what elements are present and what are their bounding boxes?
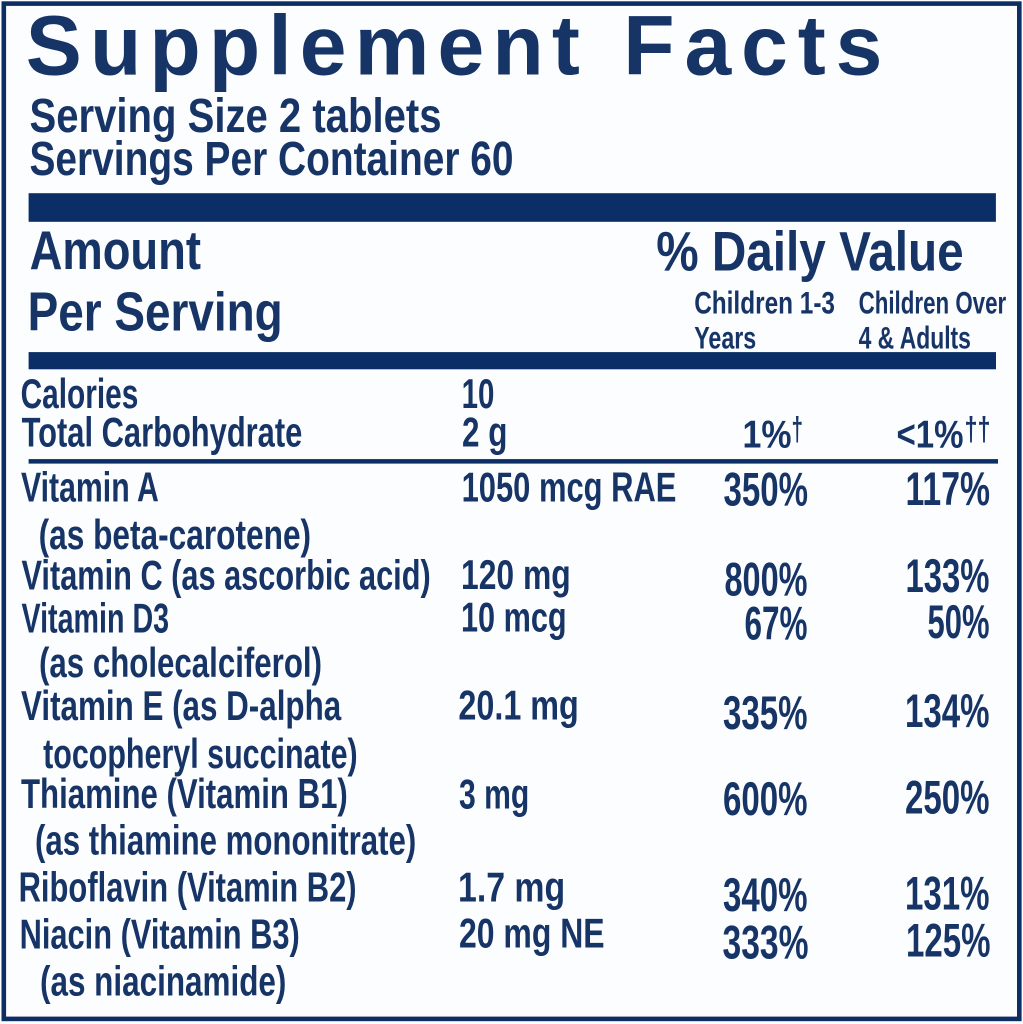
svg-text:1%: 1% <box>743 413 792 456</box>
svg-text:20.1 mg: 20.1 mg <box>458 682 578 729</box>
svg-text:Servings Per Container 60: Servings Per Container 60 <box>30 132 514 186</box>
svg-text:10: 10 <box>462 370 495 417</box>
svg-text:Per Serving: Per Serving <box>28 280 283 342</box>
svg-text:67%: 67% <box>745 597 808 650</box>
svg-text:2 g: 2 g <box>462 409 507 456</box>
svg-text:Serving Size 2 tablets: Serving Size 2 tablets <box>30 89 442 143</box>
svg-text:134%: 134% <box>905 684 990 737</box>
svg-text:Calories: Calories <box>21 370 139 417</box>
svg-text:250%: 250% <box>905 770 990 823</box>
svg-text:600%: 600% <box>723 772 808 825</box>
svg-text:Thiamine (Vitamin B1): Thiamine (Vitamin B1) <box>21 770 348 817</box>
svg-text:Total Carbohydrate: Total Carbohydrate <box>22 409 303 456</box>
svg-text:<1%: <1% <box>897 413 964 456</box>
svg-text:(as niacinamide): (as niacinamide) <box>40 958 286 1005</box>
svg-text:Supplement: Supplement <box>26 0 580 93</box>
svg-text:Children Over: Children Over <box>859 285 1007 321</box>
svg-text:(as beta-carotene): (as beta-carotene) <box>39 511 312 558</box>
svg-text:Amount: Amount <box>30 219 201 281</box>
svg-text:Facts: Facts <box>623 0 882 93</box>
svg-text:800%: 800% <box>725 553 808 606</box>
svg-text:10 mcg: 10 mcg <box>461 594 567 641</box>
svg-text:50%: 50% <box>928 595 990 648</box>
svg-text:Niacin (Vitamin B3): Niacin (Vitamin B3) <box>20 911 300 958</box>
svg-text:Vitamin D3: Vitamin D3 <box>22 594 170 641</box>
svg-text:†: † <box>792 410 804 447</box>
svg-text:3 mg: 3 mg <box>459 771 529 818</box>
svg-text:350%: 350% <box>724 463 809 516</box>
svg-text:tocopheryl succinate): tocopheryl succinate) <box>43 730 358 777</box>
svg-text:20 mg NE: 20 mg NE <box>459 910 605 957</box>
svg-text:1050 mcg RAE: 1050 mcg RAE <box>462 463 677 510</box>
svg-text:333%: 333% <box>723 915 809 968</box>
svg-text:Riboflavin (Vitamin B2): Riboflavin (Vitamin B2) <box>19 864 357 911</box>
svg-text:% Daily Value: % Daily Value <box>656 220 964 283</box>
svg-text:(as cholecalciferol): (as cholecalciferol) <box>39 639 322 686</box>
svg-text:4 & Adults: 4 & Adults <box>859 320 971 356</box>
svg-text:Years: Years <box>694 320 756 356</box>
svg-text:(as thiamine mononitrate): (as thiamine mononitrate) <box>35 817 416 864</box>
svg-text:120 mg: 120 mg <box>461 551 571 598</box>
svg-text:Vitamin A: Vitamin A <box>21 464 159 511</box>
svg-text:131%: 131% <box>905 867 990 920</box>
svg-text:Vitamin E (as D-alpha: Vitamin E (as D-alpha <box>21 682 342 729</box>
svg-text:1.7 mg: 1.7 mg <box>458 864 565 911</box>
svg-text:Vitamin C (as ascorbic acid): Vitamin C (as ascorbic acid) <box>22 552 431 599</box>
svg-text:133%: 133% <box>906 549 990 602</box>
svg-text:340%: 340% <box>723 868 808 921</box>
svg-text:125%: 125% <box>906 914 991 967</box>
svg-text:335%: 335% <box>723 686 808 739</box>
svg-text:††: †† <box>965 410 991 447</box>
svg-text:117%: 117% <box>906 462 991 515</box>
svg-text:Children 1-3: Children 1-3 <box>694 285 835 321</box>
